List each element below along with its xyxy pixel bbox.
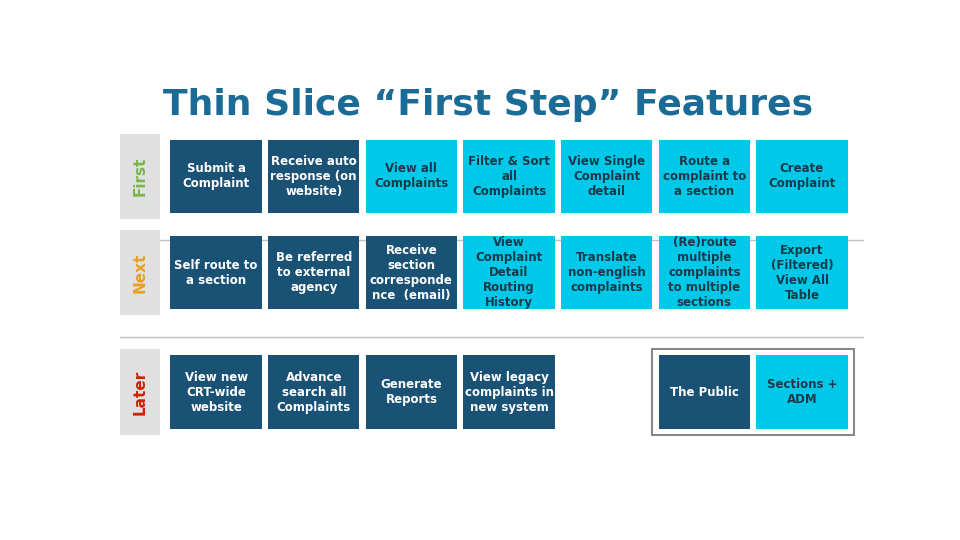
FancyBboxPatch shape (464, 236, 555, 309)
Text: View new
CRT-wide
website: View new CRT-wide website (184, 370, 248, 414)
Text: Create
Complaint: Create Complaint (768, 163, 835, 191)
FancyBboxPatch shape (268, 355, 359, 429)
Text: Translate
non-english
complaints: Translate non-english complaints (567, 251, 645, 294)
Text: Export
(Filtered)
View All
Table: Export (Filtered) View All Table (771, 244, 833, 302)
Text: Self route to
a section: Self route to a section (175, 259, 258, 287)
Text: Receive
section
corresponde
nce  (email): Receive section corresponde nce (email) (370, 244, 453, 302)
FancyBboxPatch shape (366, 140, 457, 213)
FancyBboxPatch shape (170, 355, 262, 429)
FancyBboxPatch shape (366, 355, 457, 429)
FancyBboxPatch shape (120, 134, 160, 219)
Text: Later: Later (132, 369, 148, 415)
FancyBboxPatch shape (268, 140, 359, 213)
Text: Sections +
ADM: Sections + ADM (767, 378, 837, 406)
Text: Be referred
to external
agency: Be referred to external agency (276, 251, 352, 294)
FancyBboxPatch shape (756, 140, 848, 213)
FancyBboxPatch shape (659, 236, 750, 309)
FancyBboxPatch shape (170, 236, 262, 309)
Text: Next: Next (132, 253, 148, 293)
FancyBboxPatch shape (120, 230, 160, 315)
FancyBboxPatch shape (561, 140, 653, 213)
Text: View all
Complaints: View all Complaints (374, 163, 448, 191)
Text: First: First (132, 157, 148, 196)
FancyBboxPatch shape (366, 236, 457, 309)
Text: View legacy
complaints in
new system: View legacy complaints in new system (465, 370, 554, 414)
FancyBboxPatch shape (268, 236, 359, 309)
Text: Thin Slice “First Step” Features: Thin Slice “First Step” Features (162, 88, 813, 122)
Text: Receive auto
response (on
website): Receive auto response (on website) (271, 155, 357, 198)
FancyBboxPatch shape (464, 140, 555, 213)
Text: Submit a
Complaint: Submit a Complaint (182, 163, 250, 191)
Text: Filter & Sort
all
Complaints: Filter & Sort all Complaints (468, 155, 550, 198)
FancyBboxPatch shape (170, 140, 262, 213)
Text: (Re)route
multiple
complaints
to multiple
sections: (Re)route multiple complaints to multipl… (668, 236, 740, 309)
Text: Advance
search all
Complaints: Advance search all Complaints (276, 370, 350, 414)
FancyBboxPatch shape (659, 140, 750, 213)
Text: View Single
Complaint
detail: View Single Complaint detail (568, 155, 645, 198)
FancyBboxPatch shape (120, 349, 160, 435)
Text: Generate
Reports: Generate Reports (380, 378, 443, 406)
FancyBboxPatch shape (464, 355, 555, 429)
FancyBboxPatch shape (756, 355, 848, 429)
Text: View
Complaint
Detail
Routing
History: View Complaint Detail Routing History (475, 236, 542, 309)
Text: Route a
complaint to
a section: Route a complaint to a section (662, 155, 746, 198)
FancyBboxPatch shape (756, 236, 848, 309)
FancyBboxPatch shape (561, 236, 653, 309)
FancyBboxPatch shape (659, 355, 750, 429)
Text: The Public: The Public (670, 386, 739, 399)
